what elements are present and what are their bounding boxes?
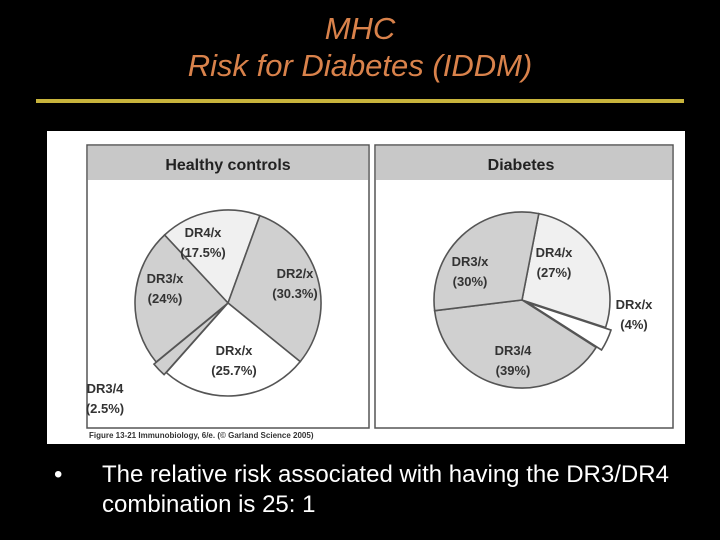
healthy-pie	[134, 209, 322, 397]
slide-title-line-1: MHC	[324, 11, 396, 46]
diabetes-value-3: (30%)	[453, 274, 488, 289]
slide-title-line-2: Risk for Diabetes (IDDM)	[187, 48, 533, 83]
pie-slice-dr4x	[521, 212, 611, 329]
figure-panel: Healthy controls Diabetes DR4/x (17.5%) DR…	[47, 131, 685, 444]
pie-slice-dr2x	[227, 214, 322, 363]
healthy-label-2: DRx/x	[216, 343, 254, 358]
diabetes-label-1: DRx/x	[616, 297, 654, 312]
pie-slice-dr3x	[433, 211, 540, 312]
bullet-text: The relative risk associated with having…	[102, 461, 669, 518]
diabetes-label-3: DR3/x	[452, 254, 490, 269]
pie-charts-figure: Healthy controls Diabetes DR4/x(17.5%)DR…	[86, 144, 674, 440]
healthy-value-2: (25.7%)	[211, 363, 257, 378]
diabetes-chart-title: Diabetes	[488, 157, 555, 174]
slide-title: MHC Risk for Diabetes (IDDM)	[0, 10, 720, 84]
healthy-label-3: DR3/4	[87, 381, 125, 396]
pie-slice-drxx	[526, 301, 613, 352]
healthy-value-0: (17.5%)	[180, 245, 226, 260]
healthy-label-4: DR3/x	[147, 271, 185, 286]
diabetes-value-2: (39%)	[496, 363, 531, 378]
figure-caption: Figure 13-21 Immunobiology, 6/e. (© Garl…	[89, 431, 314, 440]
diabetes-value-0: (27%)	[537, 265, 572, 280]
diabetes-label-0: DR4/x	[536, 245, 574, 260]
bullet-marker: •	[54, 461, 63, 488]
healthy-label-1: DR2/x	[277, 266, 315, 281]
bullet-point: • The relative risk associated with havi…	[54, 460, 694, 520]
healthy-value-1: (30.3%)	[272, 286, 318, 301]
diabetes-panel-header	[376, 146, 672, 180]
healthy-value-3: (2.5%)	[86, 401, 124, 416]
healthy-value-4: (24%)	[148, 291, 183, 306]
diabetes-value-1: (4%)	[620, 317, 647, 332]
pie-slice-dr3x	[134, 233, 230, 364]
diabetes-label-2: DR3/4	[495, 343, 533, 358]
healthy-panel-header	[88, 146, 368, 180]
pie-slice-drxx	[165, 301, 302, 397]
title-divider	[36, 99, 684, 103]
healthy-label-0: DR4/x	[185, 225, 223, 240]
healthy-chart-title: Healthy controls	[165, 157, 290, 174]
pie-slice-dr34	[152, 304, 227, 376]
pie-slice-dr34	[433, 299, 598, 389]
diabetes-pie	[433, 211, 613, 389]
slice-labels: DR4/x (17.5%) DR2/x (30.3%) DRx/x (25.7%) DR3/…	[86, 225, 653, 416]
